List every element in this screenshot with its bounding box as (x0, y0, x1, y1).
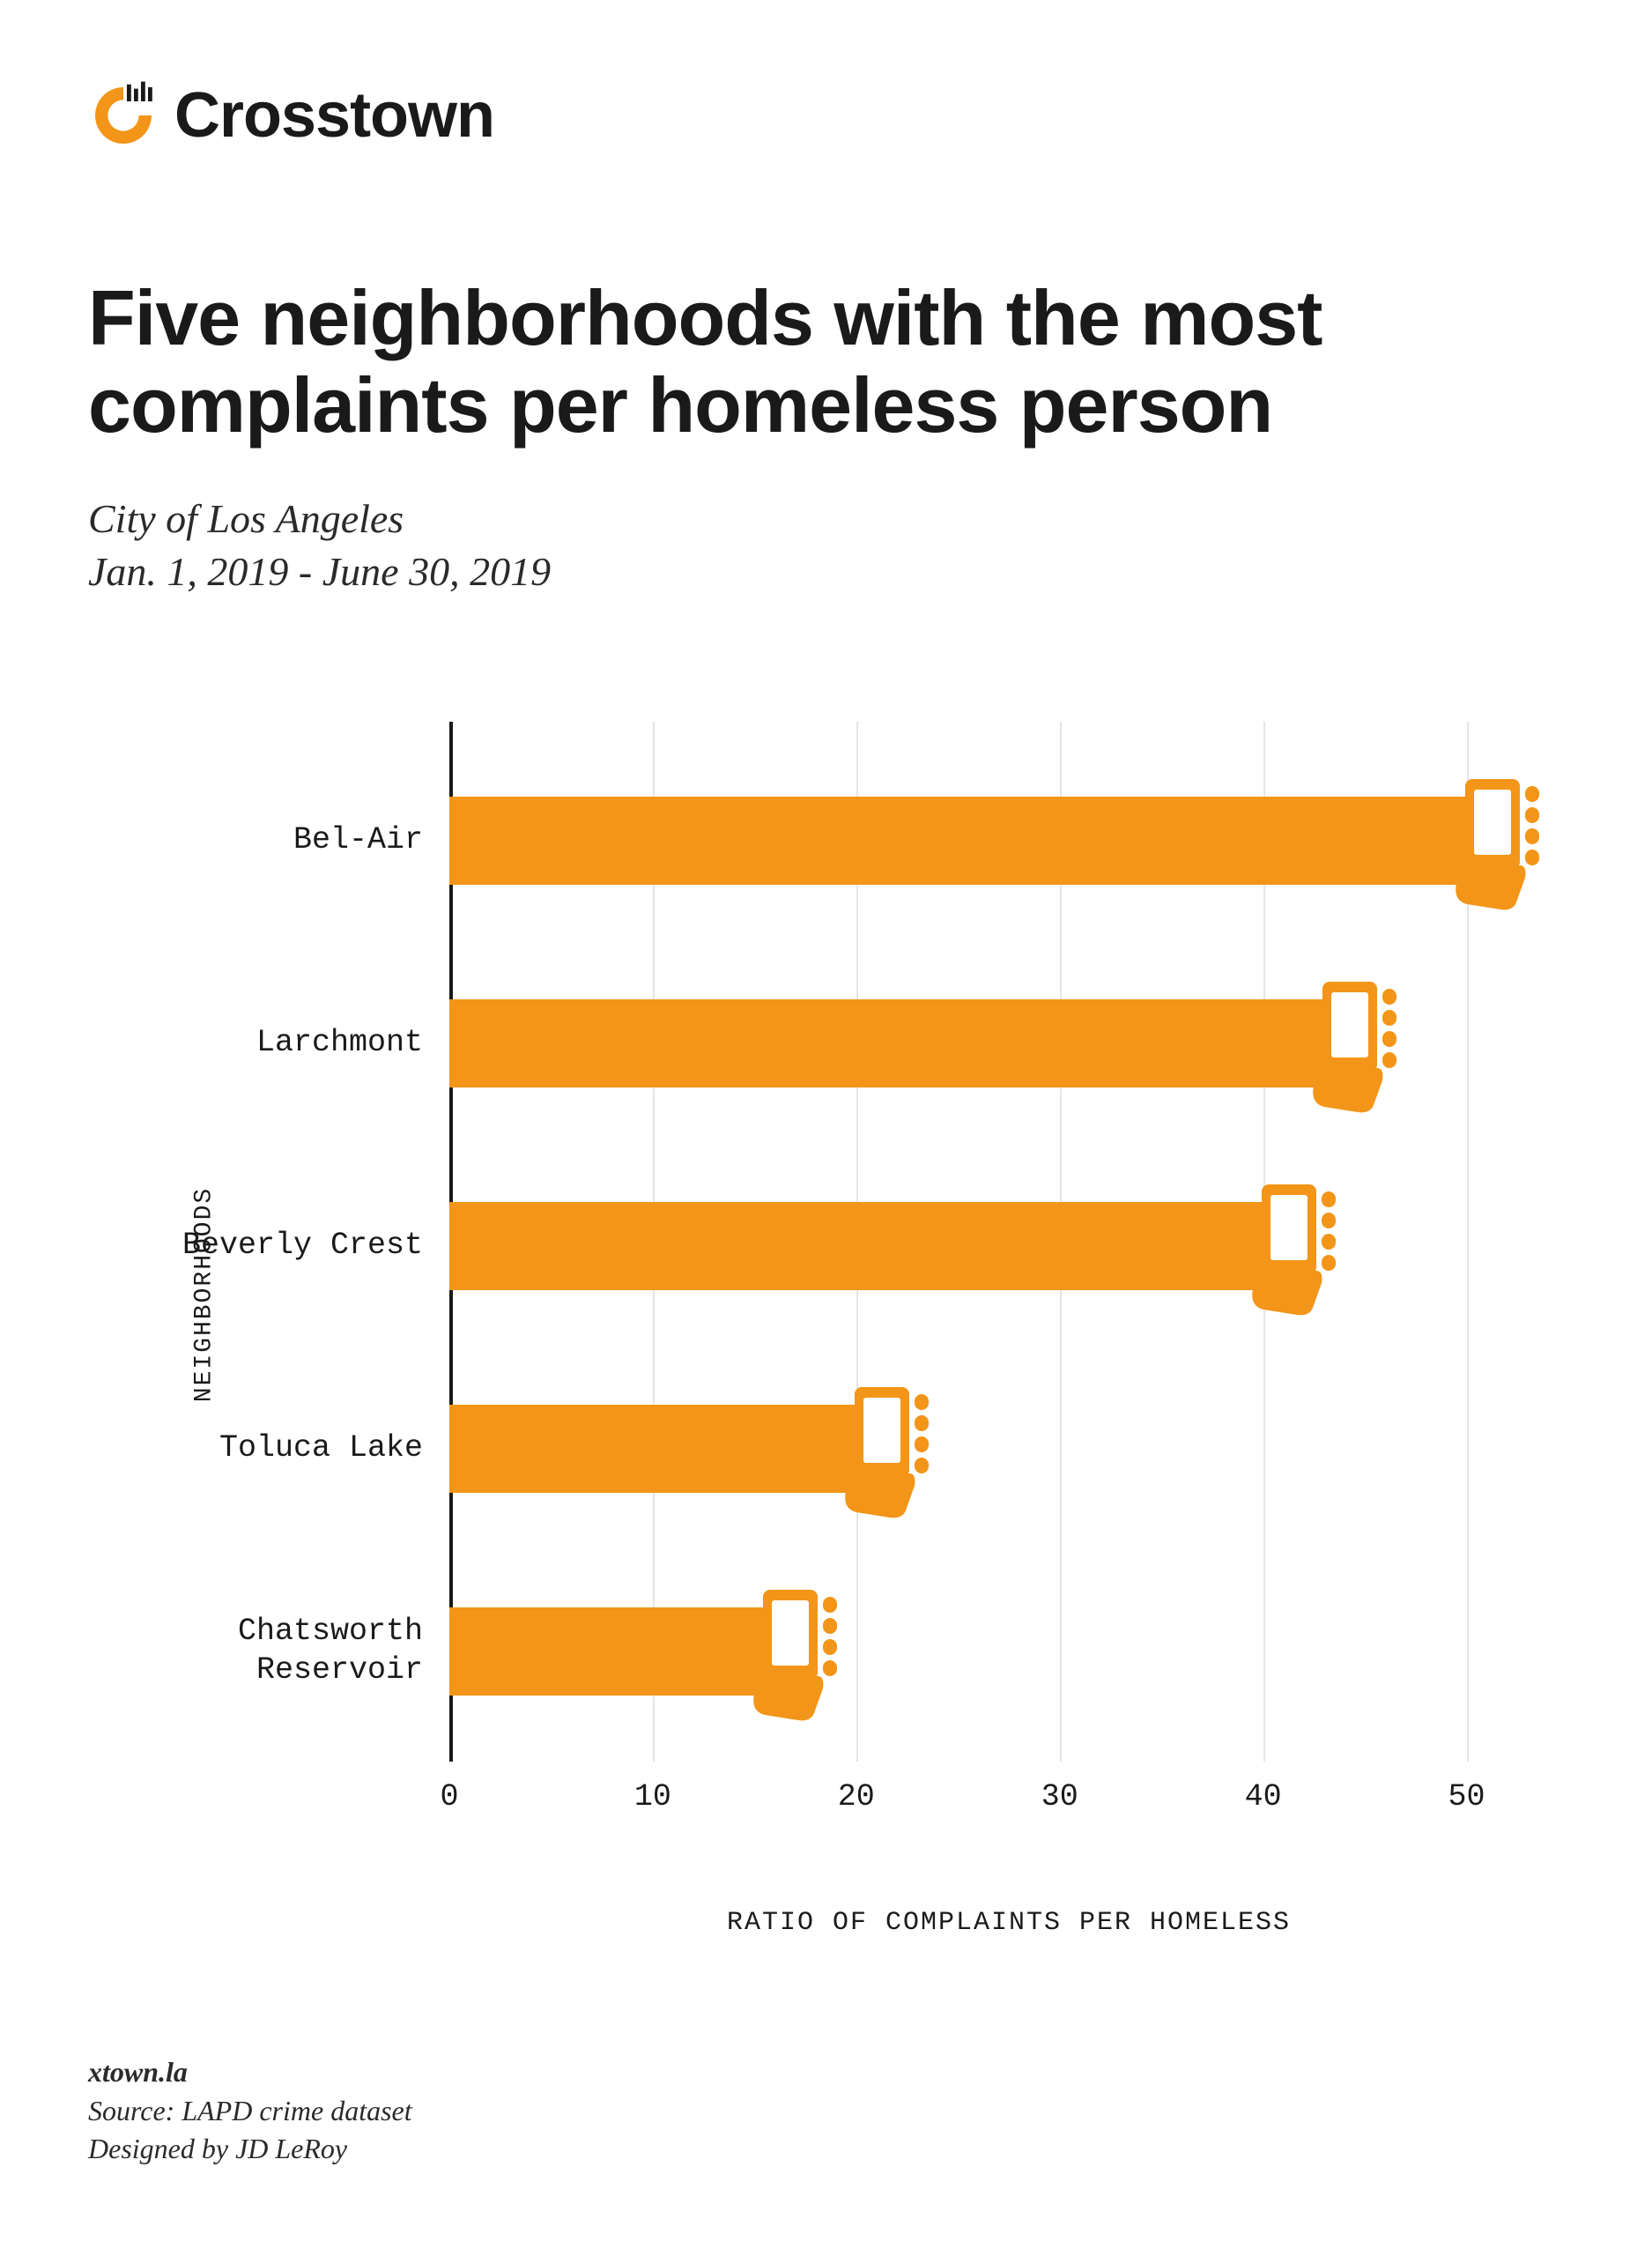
chart-footer: xtown.la Source: LAPD crime dataset Desi… (88, 2053, 412, 2168)
subtitle-location: City of Los Angeles (88, 493, 1564, 545)
bar-label: Bel-Air (132, 821, 449, 860)
chart-title: Five neighborhoods with the most complai… (88, 275, 1564, 449)
bar-row: Larchmont (449, 977, 1568, 1109)
x-tick: 30 (1041, 1779, 1078, 1814)
bar (449, 1405, 856, 1493)
crosstown-logo-icon (88, 80, 159, 151)
x-axis-ticks: 01020304050 (449, 1779, 1568, 1814)
bar-row: Bel-Air (449, 775, 1568, 907)
bar-row: Toluca Lake (449, 1383, 1568, 1515)
x-tick: 50 (1448, 1779, 1485, 1814)
brand-name: Crosstown (174, 79, 494, 152)
bar-label: Larchmont (132, 1024, 449, 1063)
y-axis-title: NEIGHBORHOODS (191, 1186, 219, 1401)
footer-designer: Designed by JD LeRoy (88, 2130, 412, 2168)
x-tick: 20 (838, 1779, 875, 1814)
bar (449, 1202, 1263, 1290)
hand-phone-icon (1289, 973, 1412, 1114)
x-tick: 0 (440, 1779, 458, 1814)
bar-label: Toluca Lake (132, 1429, 449, 1468)
bar-chart: NEIGHBORHOODS Bel-Air Larchmont (88, 722, 1568, 1867)
x-tick: 40 (1245, 1779, 1282, 1814)
subtitle-daterange: Jan. 1, 2019 - June 30, 2019 (88, 545, 1564, 598)
plot-area: Bel-Air Larchmont (449, 722, 1568, 1762)
bar-row: ChatsworthReservoir (449, 1585, 1568, 1718)
bar (449, 999, 1324, 1087)
hand-phone-icon (821, 1378, 945, 1519)
hand-phone-icon (1228, 1176, 1352, 1317)
footer-source: Source: LAPD crime dataset (88, 2092, 412, 2130)
bar-row: Beverly Crest (449, 1180, 1568, 1312)
hand-phone-icon (730, 1581, 853, 1722)
x-tick: 10 (634, 1779, 671, 1814)
footer-site: xtown.la (88, 2053, 412, 2091)
chart-subtitle: City of Los Angeles Jan. 1, 2019 - June … (88, 493, 1564, 598)
bar (449, 797, 1467, 885)
hand-phone-icon (1432, 770, 1555, 911)
bar (449, 1607, 765, 1696)
bar-label: Beverly Crest (132, 1227, 449, 1265)
bar-label: ChatsworthReservoir (132, 1613, 449, 1690)
x-axis-title: RATIO OF COMPLAINTS PER HOMELESS (449, 1908, 1568, 1938)
brand-logo: Crosstown (88, 79, 1564, 152)
